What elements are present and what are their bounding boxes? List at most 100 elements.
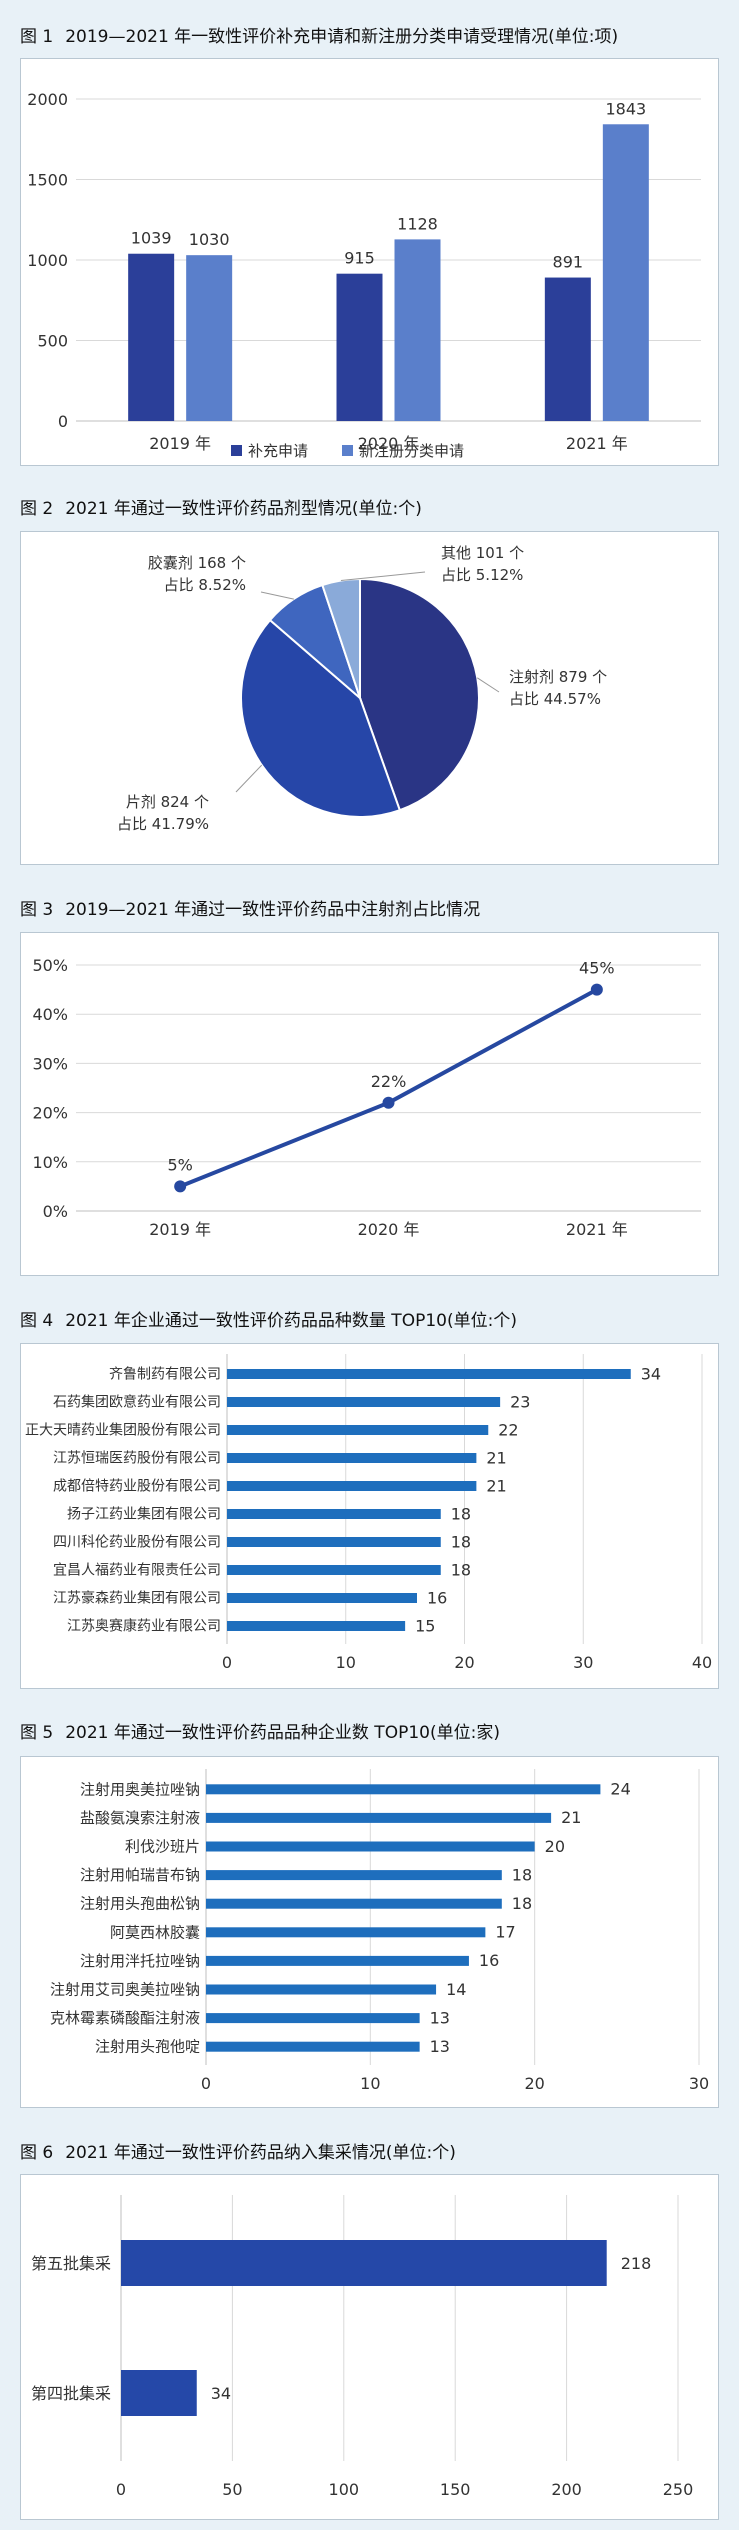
data-label: 21 [561, 1808, 581, 1827]
bar [121, 2370, 197, 2416]
category-label: 江苏恒瑞医药股份有限公司 [53, 1451, 221, 1467]
data-label: 14 [446, 1980, 466, 1999]
x-tick-label: 0 [201, 2074, 211, 2093]
bar [206, 2013, 420, 2024]
bar [121, 2240, 607, 2286]
data-label: 5% [167, 1155, 192, 1174]
y-tick-label: 0% [43, 1202, 68, 1221]
slice-label: 注射剂 879 个 [509, 668, 607, 686]
x-tick-label: 2019 年 [149, 434, 211, 453]
y-tick-label: 500 [37, 332, 68, 351]
legend-swatch [342, 445, 353, 456]
leader-line [235, 764, 263, 793]
category-label: 注射用奥美拉唑钠 [80, 1780, 200, 1798]
category-label: 注射用帕瑞昔布钠 [80, 1866, 200, 1884]
figure-2-pie-chart: 注射剂 879 个占比 44.57% 片剂 824 个占比 41.79% 胶囊剂 1… [117, 544, 607, 833]
bar [186, 255, 233, 421]
figure-caption: 2021 年通过一致性评价药品纳入集采情况(单位:个) [65, 2143, 456, 2163]
bar [227, 1565, 441, 1575]
y-tick-label: 1000 [27, 251, 68, 270]
x-tick-label: 30 [573, 1653, 593, 1672]
pie-slice [240, 618, 402, 818]
data-label: 1843 [605, 99, 646, 118]
data-label: 18 [512, 1865, 532, 1884]
bar [227, 1453, 477, 1463]
x-tick-label: 200 [551, 2480, 582, 2499]
category-label: 齐鲁制药有限公司 [109, 1367, 221, 1383]
bar [227, 1509, 441, 1519]
leader-line [477, 677, 500, 693]
data-label: 23 [510, 1392, 530, 1411]
data-label: 20 [545, 1837, 565, 1856]
category-label: 注射用泮托拉唑钠 [80, 1952, 200, 1970]
data-label: 24 [610, 1780, 630, 1799]
category-label: 第四批集采 [31, 2384, 111, 2403]
figure-6-bar-chart: 0 50 100 150 200 250 218 第五批集采 34 第四批集采 [31, 2195, 694, 2499]
y-tick-label: 1500 [27, 171, 68, 190]
data-label: 34 [641, 1364, 661, 1383]
figure-caption: 2019—2021 年一致性评价补充申请和新注册分类申请受理情况(单位:项) [65, 27, 619, 47]
figure-1-title: 图 1 2019—2021 年一致性评价补充申请和新注册分类申请受理情况(单位:项… [20, 22, 618, 47]
y-tick-label: 2000 [27, 90, 68, 109]
bar [206, 1784, 601, 1795]
data-label: 16 [479, 1951, 499, 1970]
x-tick-label: 20 [454, 1653, 474, 1672]
data-label: 13 [430, 2008, 450, 2027]
x-tick-label: 2019 年 [149, 1220, 211, 1239]
category-label: 盐酸氨溴索注射液 [80, 1809, 200, 1827]
data-point [590, 983, 603, 996]
bar [128, 253, 175, 421]
slice-label: 片剂 824 个 [126, 793, 209, 811]
bar [206, 1898, 502, 1909]
figure-number: 图 2 [20, 499, 54, 519]
figure-3-panel: 0% 10% 20% 30% 40% 50% 5% 2019 年 22% 2020 年 45% 202… [20, 932, 719, 1276]
data-label: 15 [415, 1616, 435, 1635]
bar [394, 239, 441, 421]
figure-5-bar-chart: 0 10 20 30 24 注射用奥美拉唑钠 21 盐酸氨溴索注射液 20 利伐沙班片 18 注射用帕… [50, 1769, 709, 2093]
category-label: 石药集团欧意药业有限公司 [53, 1394, 221, 1411]
figure-4-bar-chart: 0 10 20 30 40 34 齐鲁制药有限公司 23 石药集团欧意药业有限公司 22 正大天晴药… [25, 1354, 712, 1672]
figure-caption: 2021 年企业通过一致性评价药品品种数量 TOP10(单位:个) [65, 1311, 517, 1331]
x-tick-label: 2020 年 [358, 434, 420, 453]
data-label: 18 [451, 1504, 471, 1523]
x-tick-label: 10 [360, 2074, 380, 2093]
category-label: 克林霉素磷酸酯注射液 [50, 2009, 200, 2027]
bar [336, 273, 383, 421]
x-tick-label: 0 [116, 2480, 126, 2499]
x-tick-label: 100 [329, 2480, 360, 2499]
x-tick-label: 40 [692, 1653, 712, 1672]
bar [206, 1955, 469, 1966]
figure-1-bar-chart: 0 500 1000 1500 2000 1039 1030 2019 年 915 1128 202… [27, 90, 701, 460]
bar [227, 1481, 477, 1491]
data-point [174, 1180, 187, 1193]
category-label: 江苏奥赛康药业有限公司 [67, 1618, 221, 1635]
figure-number: 图 3 [20, 900, 54, 920]
figure-4-panel: 0 10 20 30 40 34 齐鲁制药有限公司 23 石药集团欧意药业有限公司 22 正大天晴药… [20, 1343, 719, 1689]
slice-share: 占比 44.57% [509, 690, 601, 708]
bar [227, 1369, 631, 1379]
figure-2-panel: 注射剂 879 个占比 44.57% 片剂 824 个占比 41.79% 胶囊剂 1… [20, 531, 719, 865]
data-label: 1030 [189, 230, 230, 249]
x-tick-label: 0 [222, 1653, 232, 1672]
x-tick-label: 2021 年 [566, 434, 628, 453]
bar [544, 277, 591, 421]
figure-4-title: 图 4 2021 年企业通过一致性评价药品品种数量 TOP10(单位:个) [20, 1306, 517, 1331]
data-label: 1039 [131, 229, 172, 248]
figure-3-title: 图 3 2019—2021 年通过一致性评价药品中注射剂占比情况 [20, 895, 480, 920]
data-label: 1128 [397, 214, 438, 233]
data-label: 18 [451, 1532, 471, 1551]
category-label: 阿莫西林胶囊 [110, 1923, 200, 1941]
data-label: 18 [451, 1560, 471, 1579]
x-tick-label: 2021 年 [566, 1220, 628, 1239]
figure-5-panel: 0 10 20 30 24 注射用奥美拉唑钠 21 盐酸氨溴索注射液 20 利伐沙班片 18 注射用帕… [20, 1756, 719, 2108]
x-tick-label: 250 [663, 2480, 694, 2499]
y-tick-label: 50% [32, 956, 68, 975]
data-point [382, 1096, 395, 1109]
figure-caption: 2019—2021 年通过一致性评价药品中注射剂占比情况 [65, 900, 481, 920]
bar [227, 1621, 406, 1631]
category-label: 注射用头孢他啶 [95, 2038, 200, 2056]
x-tick-label: 10 [336, 1653, 356, 1672]
bar [206, 2041, 420, 2052]
data-label: 891 [553, 253, 584, 272]
data-label: 13 [430, 2037, 450, 2056]
